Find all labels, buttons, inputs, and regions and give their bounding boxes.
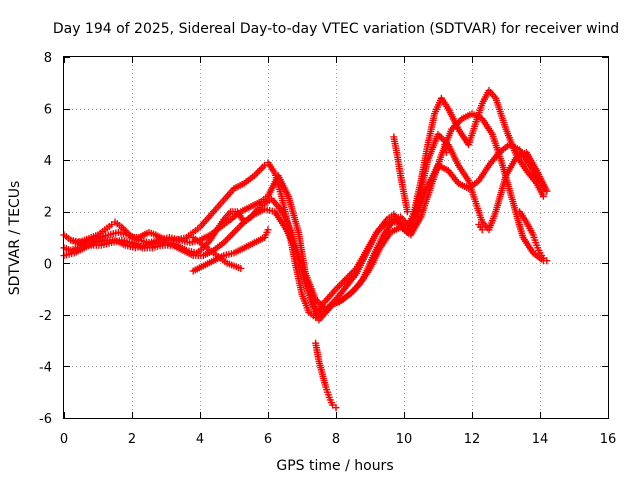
- data-marker: [232, 227, 240, 235]
- y-tick-label: -6: [39, 412, 52, 427]
- data-point: [230, 228, 238, 236]
- x-tick-label: 16: [600, 432, 617, 447]
- plot-frame: [63, 56, 609, 419]
- data-point: [264, 226, 272, 234]
- x-tick-label: 4: [196, 432, 204, 447]
- x-tick-label: 12: [464, 432, 481, 447]
- data-marker: [223, 235, 231, 243]
- data-marker: [222, 237, 229, 245]
- data-marker: [259, 163, 267, 171]
- data-point: [403, 208, 411, 216]
- data-point: [237, 264, 245, 272]
- data-marker: [257, 165, 265, 173]
- y-tick-label: -2: [39, 309, 52, 324]
- data-marker: [233, 225, 241, 233]
- y-tick-label: 4: [44, 154, 52, 169]
- data-marker: [254, 168, 262, 176]
- data-marker: [228, 230, 236, 238]
- data-point: [539, 192, 547, 200]
- chart-title: Day 194 of 2025, Sidereal Day-to-day VTE…: [53, 21, 619, 37]
- tick-labels: 0 2 4 6 8 10 12 14 16 -6 -4 -2 0 2 4 6 8: [39, 51, 616, 447]
- data-marker: [225, 234, 233, 241]
- y-tick-label: 6: [44, 103, 52, 118]
- x-axis-label: GPS time / hours: [276, 458, 393, 474]
- tick-marks: [64, 57, 609, 419]
- data-point: [332, 404, 340, 412]
- data-point: [443, 148, 450, 156]
- y-tick-label: 2: [44, 206, 52, 221]
- data-marker: [235, 223, 243, 231]
- x-tick-label: 6: [264, 432, 272, 447]
- y-tick-label: 0: [44, 257, 52, 272]
- y-axis-label: SDTVAR / TECUs: [7, 181, 23, 296]
- y-tick-label: 8: [44, 51, 52, 66]
- x-tick-label: 10: [396, 432, 413, 447]
- x-tick-label: 0: [60, 432, 68, 447]
- data-point: [543, 187, 551, 195]
- x-tick-label: 2: [128, 432, 136, 447]
- y-tick-label: -4: [39, 360, 52, 375]
- data-point: [478, 226, 486, 234]
- data-marker: [256, 166, 263, 174]
- data-layer: [60, 87, 551, 412]
- data-marker: [252, 170, 260, 178]
- x-tick-label: 8: [332, 432, 340, 447]
- data-marker: [239, 220, 246, 228]
- data-marker: [227, 232, 235, 240]
- x-tick-label: 14: [532, 432, 549, 447]
- data-point: [543, 257, 551, 265]
